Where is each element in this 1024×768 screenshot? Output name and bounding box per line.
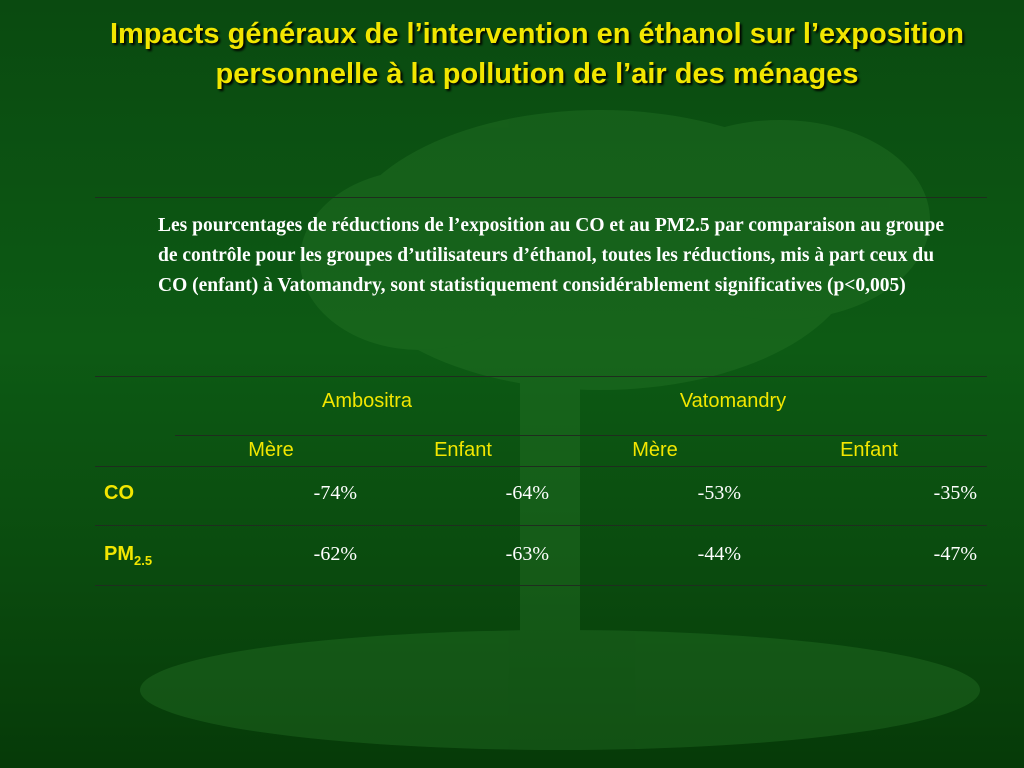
cell: -64% xyxy=(505,482,549,504)
rule xyxy=(95,197,987,198)
column-header: Enfant xyxy=(434,439,492,461)
rule xyxy=(95,376,987,377)
caption: Les pourcentages de réductions de l’expo… xyxy=(158,215,944,296)
group-header: Vatomandry xyxy=(679,390,787,412)
column-header: Mère xyxy=(248,439,294,461)
cell: -53% xyxy=(697,482,741,504)
rule xyxy=(95,466,987,467)
cell: -35% xyxy=(933,482,977,504)
rule xyxy=(95,585,987,586)
group-header: Ambositra xyxy=(321,390,413,412)
row-label: PM2.5 xyxy=(104,543,153,568)
slide-title: Impacts généraux de l’intervention en ét… xyxy=(109,18,965,90)
cell: -47% xyxy=(933,543,977,565)
cell: -62% xyxy=(313,543,357,565)
row-label: CO xyxy=(104,482,134,504)
row-label-subscript: 2.5 xyxy=(134,553,153,568)
rule xyxy=(175,435,987,436)
cell: -74% xyxy=(313,482,357,504)
cell: -63% xyxy=(505,543,549,565)
column-header: Mère xyxy=(632,439,678,461)
cell: -44% xyxy=(697,543,741,565)
rule xyxy=(95,525,987,526)
column-header: Enfant xyxy=(840,439,898,461)
